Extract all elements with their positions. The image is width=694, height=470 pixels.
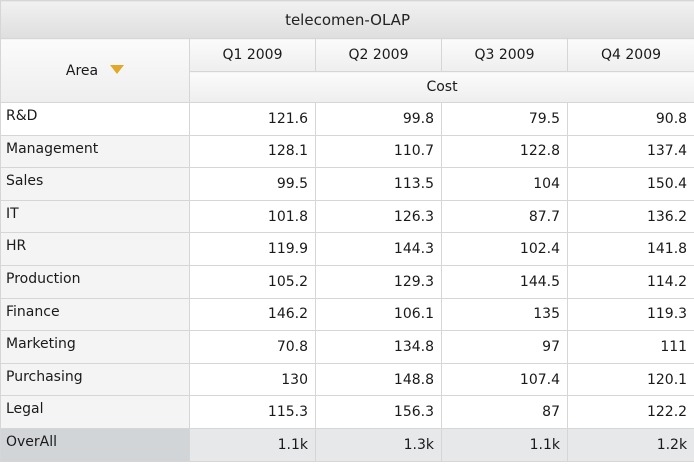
table-row-cell-q2: 106.1 bbox=[315, 297, 442, 332]
table-row-label[interactable]: R&D bbox=[0, 102, 190, 136]
table-row-cell-q4: 137.4 bbox=[566, 134, 694, 169]
table-row-cell-q4: 90.8 bbox=[566, 102, 694, 136]
table-row-cell-q4: 136.2 bbox=[566, 199, 694, 234]
sort-descending-triangle-icon[interactable] bbox=[110, 65, 125, 74]
table-row-cell-q1: 70.8 bbox=[189, 330, 316, 364]
table-row-cell-q2: 144.3 bbox=[315, 232, 442, 266]
table-row-cell-q2: 126.3 bbox=[315, 199, 442, 234]
table-row-label[interactable]: Finance bbox=[0, 297, 190, 332]
table-row-cell-q2: 113.5 bbox=[315, 167, 442, 201]
pivot-title: telecomen-OLAP bbox=[0, 0, 694, 39]
table-row-cell-q3: 122.8 bbox=[441, 134, 568, 169]
table-row: IT 101.8 126.3 87.7 136.2 bbox=[0, 199, 694, 234]
table-row: HR 119.9 144.3 102.4 141.8 bbox=[0, 232, 694, 266]
table-row-cell-q3: 102.4 bbox=[441, 232, 568, 266]
table-row-cell-q1: 105.2 bbox=[189, 264, 316, 299]
table-row-cell-q2: 110.7 bbox=[315, 134, 442, 169]
table-row-label[interactable]: Production bbox=[0, 264, 190, 299]
row-dimension-label: Area bbox=[65, 62, 99, 79]
table-row-cell-q4: 114.2 bbox=[566, 264, 694, 299]
table-row-cell-q4: 119.3 bbox=[566, 297, 694, 332]
table-row-cell-q1: 101.8 bbox=[189, 199, 316, 234]
column-header-q2[interactable]: Q2 2009 bbox=[315, 38, 442, 72]
table-row-cell-q1: 128.1 bbox=[189, 134, 316, 169]
table-row: Sales 99.5 113.5 104 150.4 bbox=[0, 167, 694, 201]
table-row: Marketing 70.8 134.8 97 111 bbox=[0, 330, 694, 364]
table-row-cell-q3: 87 bbox=[441, 395, 568, 429]
table-row-cell-q1: 115.3 bbox=[189, 395, 316, 429]
table-row-cell-q3: 104 bbox=[441, 167, 568, 201]
table-row-cell-q2: 99.8 bbox=[315, 102, 442, 136]
table-row-cell-q2: 148.8 bbox=[315, 362, 442, 397]
table-row-label[interactable]: Marketing bbox=[0, 330, 190, 364]
measure-header: Cost bbox=[188, 71, 694, 103]
table-row: Legal 115.3 156.3 87 122.2 bbox=[0, 395, 694, 429]
table-row-cell-q4: 120.1 bbox=[566, 362, 694, 397]
table-row-cell-q3: 144.5 bbox=[441, 264, 568, 299]
table-row: Production 105.2 129.3 144.5 114.2 bbox=[0, 264, 694, 299]
table-row-cell-q3: 107.4 bbox=[441, 362, 568, 397]
table-row-label[interactable]: Purchasing bbox=[0, 362, 190, 397]
row-dimension-header[interactable]: Area bbox=[0, 38, 190, 103]
table-row-cell-q2: 156.3 bbox=[315, 395, 442, 429]
table-row: Management 128.1 110.7 122.8 137.4 bbox=[0, 134, 694, 169]
table-row-cell-q2: 134.8 bbox=[315, 330, 442, 364]
table-row-cell-q1: 146.2 bbox=[189, 297, 316, 332]
total-row-cell-q2: 1.3k bbox=[315, 427, 442, 462]
table-row: Finance 146.2 106.1 135 119.3 bbox=[0, 297, 694, 332]
total-row: OverAll 1.1k 1.3k 1.1k 1.2k bbox=[0, 427, 694, 462]
table-row-label[interactable]: HR bbox=[0, 232, 190, 266]
column-header-q4[interactable]: Q4 2009 bbox=[566, 38, 694, 72]
total-row-cell-q1: 1.1k bbox=[189, 427, 316, 462]
table-row-cell-q2: 129.3 bbox=[315, 264, 442, 299]
total-row-label[interactable]: OverAll bbox=[0, 427, 190, 462]
table-row-cell-q3: 87.7 bbox=[441, 199, 568, 234]
table-row-cell-q4: 111 bbox=[566, 330, 694, 364]
table-row-cell-q1: 130 bbox=[189, 362, 316, 397]
table-row-cell-q3: 79.5 bbox=[441, 102, 568, 136]
table-row-cell-q3: 135 bbox=[441, 297, 568, 332]
column-header-q1[interactable]: Q1 2009 bbox=[189, 38, 316, 72]
table-row-cell-q4: 122.2 bbox=[566, 395, 694, 429]
table-row: R&D 121.6 99.8 79.5 90.8 bbox=[0, 102, 694, 136]
table-row-label[interactable]: Sales bbox=[0, 167, 190, 201]
table-row-cell-q4: 150.4 bbox=[566, 167, 694, 201]
table-row: Purchasing 130 148.8 107.4 120.1 bbox=[0, 362, 694, 397]
table-row-cell-q4: 141.8 bbox=[566, 232, 694, 266]
table-row-label[interactable]: Legal bbox=[0, 395, 190, 429]
table-row-cell-q3: 97 bbox=[441, 330, 568, 364]
total-row-cell-q4: 1.2k bbox=[566, 427, 694, 462]
table-row-cell-q1: 119.9 bbox=[189, 232, 316, 266]
total-row-cell-q3: 1.1k bbox=[441, 427, 568, 462]
table-row-label[interactable]: IT bbox=[0, 199, 190, 234]
table-row-label[interactable]: Management bbox=[0, 134, 190, 169]
table-row-cell-q1: 121.6 bbox=[189, 102, 316, 136]
column-header-q3[interactable]: Q3 2009 bbox=[441, 38, 568, 72]
table-row-cell-q1: 99.5 bbox=[189, 167, 316, 201]
